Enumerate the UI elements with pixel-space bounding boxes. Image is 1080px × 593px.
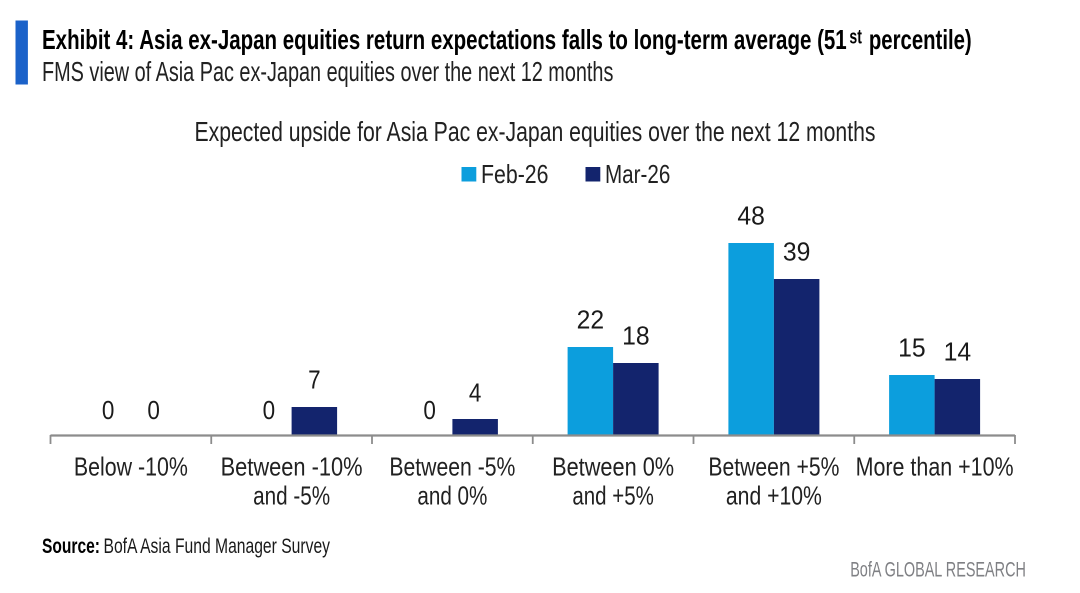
svg-text:0: 0 — [102, 395, 115, 425]
svg-text:Between -10%: Between -10% — [221, 452, 363, 482]
svg-text:0: 0 — [263, 395, 276, 425]
svg-text:and 0%: and 0% — [417, 481, 487, 511]
svg-text:48: 48 — [737, 201, 765, 231]
svg-text:4: 4 — [469, 378, 482, 408]
svg-text:Exhibit 4: Asia ex-Japan equit: Exhibit 4: Asia ex-Japan equities return… — [42, 24, 847, 55]
svg-text:0: 0 — [423, 395, 436, 425]
svg-text:st: st — [849, 26, 862, 48]
svg-text:and +5%: and +5% — [572, 481, 653, 511]
svg-text:Between +5%: Between +5% — [708, 452, 839, 482]
svg-text:BofA Asia Fund Manager Survey: BofA Asia Fund Manager Survey — [104, 535, 331, 558]
svg-text:percentile): percentile) — [869, 24, 972, 55]
svg-text:Feb-26: Feb-26 — [481, 159, 549, 189]
svg-text:Source:: Source: — [42, 535, 100, 558]
svg-text:Expected upside for Asia Pac e: Expected upside for Asia Pac ex-Japan eq… — [195, 116, 876, 147]
svg-text:and +10%: and +10% — [726, 481, 822, 511]
svg-text:0: 0 — [147, 395, 160, 425]
svg-text:14: 14 — [944, 337, 972, 367]
svg-text:7: 7 — [308, 365, 321, 395]
svg-text:15: 15 — [898, 333, 926, 363]
svg-text:FMS view of Asia Pac ex-Japan: FMS view of Asia Pac ex-Japan equities o… — [42, 56, 613, 87]
svg-text:More than +10%: More than +10% — [856, 452, 1014, 482]
svg-text:Between -5%: Between -5% — [389, 452, 515, 482]
svg-text:22: 22 — [577, 305, 605, 335]
svg-text:Between 0%: Between 0% — [552, 452, 674, 482]
svg-text:BofA GLOBAL RESEARCH: BofA GLOBAL RESEARCH — [850, 559, 1026, 582]
svg-text:18: 18 — [622, 321, 650, 351]
svg-text:Mar-26: Mar-26 — [605, 159, 670, 189]
svg-text:39: 39 — [783, 237, 811, 267]
svg-text:Below -10%: Below -10% — [74, 452, 188, 482]
svg-text:and -5%: and -5% — [253, 481, 330, 511]
